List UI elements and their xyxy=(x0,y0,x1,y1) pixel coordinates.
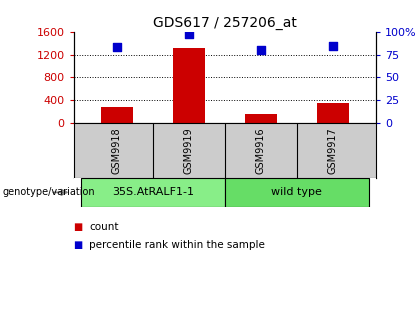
Text: wild type: wild type xyxy=(271,187,322,197)
Text: ■: ■ xyxy=(74,222,83,232)
Text: ■: ■ xyxy=(74,240,83,250)
Text: GSM9919: GSM9919 xyxy=(184,127,194,174)
Title: GDS617 / 257206_at: GDS617 / 257206_at xyxy=(153,15,297,30)
Text: GSM9917: GSM9917 xyxy=(328,127,338,174)
Bar xyxy=(225,178,369,207)
Point xyxy=(329,43,336,48)
Bar xyxy=(244,114,277,123)
Text: count: count xyxy=(89,222,119,232)
Bar xyxy=(100,107,133,123)
Text: 35S.AtRALF1-1: 35S.AtRALF1-1 xyxy=(112,187,194,197)
Point xyxy=(185,31,192,36)
Bar xyxy=(317,103,349,123)
Point xyxy=(257,47,264,53)
Bar xyxy=(81,178,225,207)
Text: GSM9918: GSM9918 xyxy=(112,127,122,174)
Point xyxy=(113,44,120,49)
Text: percentile rank within the sample: percentile rank within the sample xyxy=(89,240,265,250)
Text: genotype/variation: genotype/variation xyxy=(2,187,95,197)
Bar xyxy=(173,48,205,123)
Text: GSM9916: GSM9916 xyxy=(256,127,266,174)
